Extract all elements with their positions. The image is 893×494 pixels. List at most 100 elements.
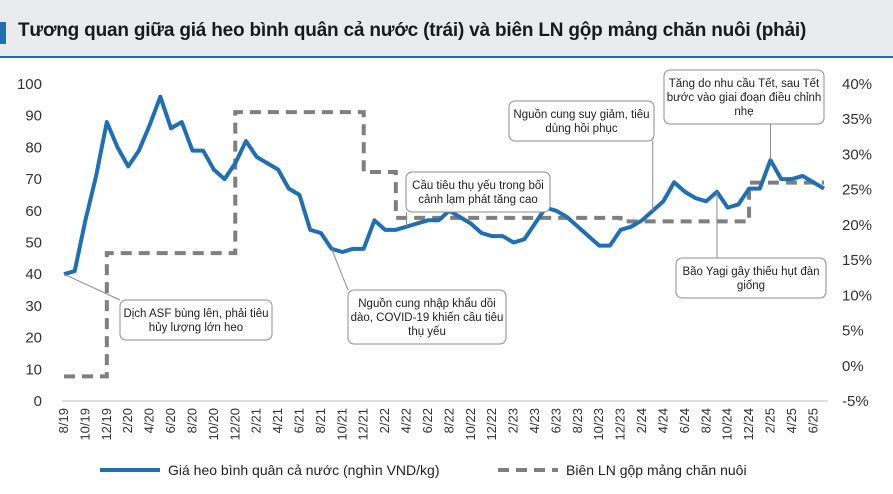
x-tick-label: 4/25 [784,408,799,433]
callout-layer: Dịch ASF bùng lên, phải tiêu hủy lượng lớ… [63,69,827,345]
callout-text: thụ yếu [408,326,446,338]
callout-pointer [63,273,121,301]
right-tick-label: 30% [842,146,872,163]
x-tick-label: 10/22 [463,408,478,441]
right-tick-label: 40% [842,76,872,93]
callout-text: Nguồn cung nhập khẩu dồi [358,298,495,310]
right-tick-label: 25% [842,182,872,199]
callout-box [119,299,273,341]
x-tick-label: 6/23 [548,408,563,433]
callout-text: Cầu tiêu thụ yếu trong bối [412,180,544,192]
title-accent [0,22,6,44]
callout-text: Dịch ASF bùng lên, phải tiêu [123,308,268,320]
series-margin-line [64,110,824,379]
left-tick-label: 20 [25,330,42,347]
callout-text: nhẹ [734,106,753,118]
callout-import: Nguồn cung nhập khẩu dồi dào, COVID-19 kh… [331,248,507,345]
callout-box [405,171,551,213]
x-tick-label: 6/22 [420,408,435,433]
left-tick-label: 50 [25,235,42,252]
x-tick-label: 4/23 [527,408,542,433]
x-tick-label: 2/23 [506,408,521,433]
callout-text: bước vào giai đoạn điều chỉnh [667,92,822,104]
x-tick-label: 2/20 [120,408,135,433]
callout-asf: Dịch ASF bùng lên, phải tiêu hủy lượng lớ… [63,273,273,341]
series-price-line [63,94,826,277]
legend-price-label: Giá heo bình quân cả nước (nghìn VND/kg) [168,462,439,478]
right-axis: -5% 0% 5% 10% 15% 20% 25% 30% 35% 40% [842,76,872,410]
callout-box [675,257,827,299]
right-tick-label: -5% [842,393,869,410]
right-tick-label: 10% [842,287,872,304]
x-tick-label: 10/21 [334,408,349,441]
x-tick-label: 12/24 [741,408,756,441]
callout-yagi: Bão Yagi gây thiếu hụt đàn giống [675,191,827,299]
x-tick-label: 12/21 [356,408,371,441]
callout-text: Tăng do nhu cầu Tết, sau Tết [669,78,820,90]
x-tick-label: 4/22 [399,408,414,433]
x-tick-label: 2/22 [377,408,392,433]
x-tick-label: 12/20 [227,408,242,441]
x-tick-label: 4/20 [142,408,157,433]
callout-box [663,69,825,125]
legend: Giá heo bình quân cả nước (nghìn VND/kg)… [100,462,747,478]
left-tick-label: 70 [25,171,42,188]
right-tick-label: 15% [842,252,872,269]
x-tick-label: 6/21 [291,408,306,433]
x-tick-label: 10/24 [720,408,735,441]
x-tick-label: 8/20 [184,408,199,433]
left-tick-label: 30 [25,298,42,315]
left-tick-label: 100 [17,76,42,93]
x-tick-label: 10/23 [591,408,606,441]
left-tick-label: 40 [25,266,42,283]
x-tick-label: 12/22 [484,408,499,441]
x-tick-label: 8/22 [441,408,456,433]
left-tick-label: 10 [25,361,42,378]
right-tick-label: 20% [842,217,872,234]
x-tick-label: 10/19 [77,408,92,441]
x-tick-label: 8/21 [313,408,328,433]
callout-demand: Cầu tiêu thụ yếu trong bối cảnh lạm phát … [405,171,551,227]
left-tick-label: 80 [25,139,42,156]
x-tick-label: 2/24 [634,408,649,433]
x-tick-label: 6/20 [163,408,178,433]
left-tick-label: 90 [25,108,42,125]
callout-box [347,289,507,345]
x-tick-label: 4/21 [270,408,285,433]
right-tick-label: 5% [842,323,864,340]
callout-box [508,100,655,142]
x-tick-label: 4/24 [655,408,670,433]
title-bar: Tương quan giữa giá heo bình quân cả nướ… [0,0,893,58]
x-tick-label: 8/24 [698,408,713,433]
x-tick-label: 2/21 [249,408,264,433]
x-tick-label: 12/23 [613,408,628,441]
callout-text: Nguồn cung suy giảm, tiêu [513,109,649,121]
x-tick-label: 10/20 [206,408,221,441]
callout-text: hủy lượng lớn heo [149,322,243,334]
x-tick-label: 6/24 [677,408,692,433]
x-tick-label: 2/25 [762,408,777,433]
legend-margin-label: Biên LN gộp mảng chăn nuôi [566,462,747,478]
callout-supply: Nguồn cung suy giảm, tiêu dùng hồi phục [508,100,655,211]
callout-text: giống [737,280,765,292]
callout-text: Bão Yagi gây thiếu hụt đàn [682,266,819,278]
x-tick-label: 8/19 [56,408,71,433]
x-tick-label: 8/23 [570,408,585,433]
callout-text: dào, COVID-19 khiến cầu tiêu [351,312,504,324]
callout-tet: Tăng do nhu cầu Tết, sau Tết bước vào gia… [663,69,825,161]
callout-pointer [331,248,349,291]
callout-text: cảnh lạm phát tăng cao [418,194,538,206]
x-tick-label: 6/25 [805,408,820,433]
right-tick-label: 35% [842,111,872,128]
x-axis: 8/19 10/19 12/19 2/20 4/20 6/20 8/20 10/20 12/20… [56,408,820,441]
left-tick-label: 0 [34,393,42,410]
left-axis: 0 10 20 30 40 50 60 70 80 90 100 [17,76,42,410]
title-rule [0,56,893,58]
callout-text: dùng hồi phục [545,123,618,135]
series-layer [63,94,826,379]
x-tick-label: 12/19 [99,408,114,441]
right-tick-label: 0% [842,358,864,375]
chart-title: Tương quan giữa giá heo bình quân cả nướ… [18,20,807,41]
left-tick-label: 60 [25,203,42,220]
